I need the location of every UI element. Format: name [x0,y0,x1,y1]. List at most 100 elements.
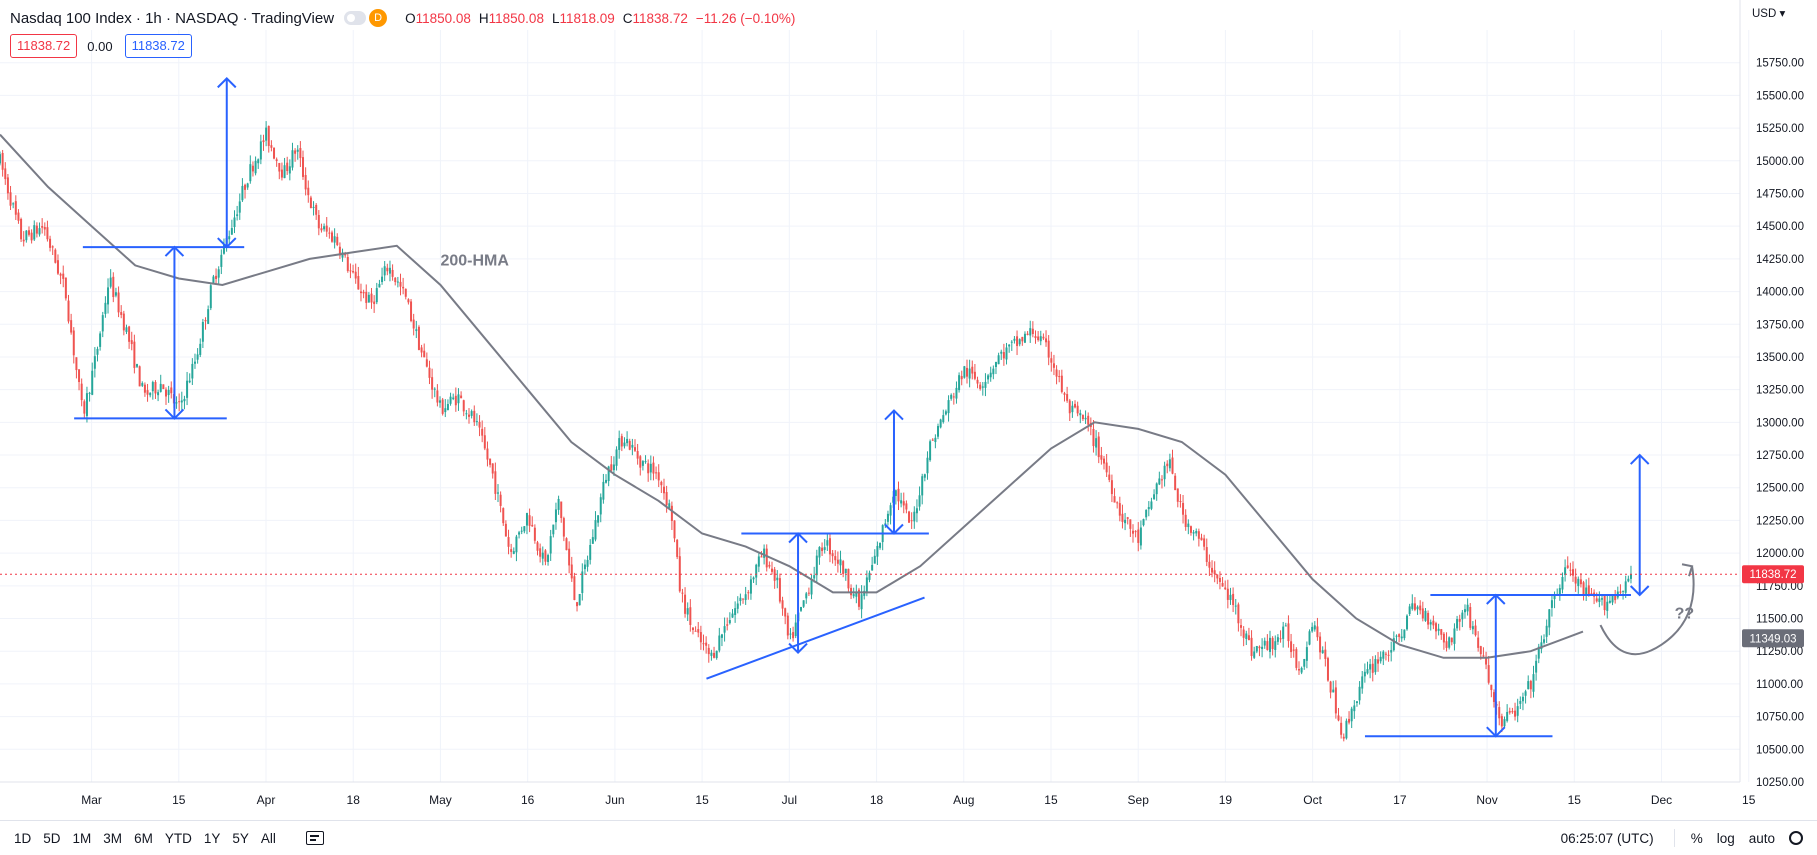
candle-body [475,421,478,423]
gear-icon[interactable] [1789,831,1803,845]
candle-body [1448,637,1451,648]
candle-body [170,387,173,394]
candle-body [1598,598,1601,602]
candle-body [1392,638,1395,651]
candle-body [937,426,940,437]
candle-body [1387,654,1390,656]
candle-body [362,291,365,294]
candle-body [807,592,810,594]
candle-body [1361,676,1364,689]
candle-body [30,232,33,241]
candle-body [1147,507,1150,510]
last-price-label: 11838.72 [1749,569,1796,581]
candle-body [1490,684,1493,691]
toggle-switch[interactable] [344,11,367,25]
candle-body [828,538,831,555]
utc-clock[interactable]: 06:25:07 (UTC) [1560,830,1654,846]
trend-line [706,596,925,680]
candle-body [568,548,571,566]
candle-body [125,327,128,332]
candle-body [204,320,207,322]
candle-body [1469,607,1472,628]
candle-body [1316,626,1319,638]
candle-body [955,387,958,399]
candle-body [915,508,918,514]
candle-body [191,363,194,379]
candle-body [502,508,505,524]
candle-body [678,556,681,592]
range-ytd[interactable]: YTD [164,830,192,846]
candle-body [1500,716,1503,727]
auto-toggle[interactable]: auto [1748,830,1775,846]
currency-selector[interactable]: USD ▾ [1752,6,1785,20]
candle-body [715,650,718,659]
candle-body [684,594,687,614]
candle-body [1100,455,1103,460]
sell-price-button[interactable]: 11838.72 [10,34,78,58]
candle-body [1124,519,1127,524]
currency-label: USD [1752,8,1777,20]
candle-body [1471,626,1474,630]
candle-body [752,577,755,580]
candle-body [873,555,876,564]
range-3m[interactable]: 3M [103,830,123,846]
candle-body [728,620,731,624]
candle-body [1021,336,1024,342]
candle-body [20,218,23,240]
candle-body [1585,587,1588,596]
candle-body [207,309,210,324]
candle-body [1026,333,1029,335]
range-5d[interactable]: 5D [43,830,61,846]
candle-body [834,556,837,561]
candle-body [699,632,702,643]
candle-body [552,524,555,535]
symbol-title[interactable]: Nasdaq 100 Index · 1h · NASDAQ · Trading… [10,9,335,27]
candle-body [378,283,381,288]
candle-body [1063,393,1066,395]
candle-body [1116,502,1119,504]
candle-body [1466,604,1469,612]
candle-body [1371,663,1374,673]
candle-body [386,267,389,272]
candle-body [615,449,618,466]
price-tick-label: 11250.00 [1756,646,1803,658]
range-6m[interactable]: 6M [134,830,153,846]
percent-toggle[interactable]: % [1690,830,1703,846]
range-1d[interactable]: 1D [14,830,32,846]
candle-body [1348,718,1351,723]
candle-body [1018,339,1021,345]
price-tick-label: 15250.00 [1756,123,1804,135]
candle-body [1492,692,1495,702]
candle-body [1595,598,1598,602]
candle-body [162,384,165,390]
candle-body [1237,604,1240,624]
range-all[interactable]: All [260,830,276,846]
time-tick-label: Nov [1476,793,1497,807]
interval-badge[interactable]: D [369,9,388,27]
range-1m[interactable]: 1M [72,830,92,846]
time-tick-label: Aug [953,793,974,807]
candle-body [573,576,576,600]
buy-price-button[interactable]: 11838.72 [124,34,192,58]
candle-body [939,419,942,428]
log-toggle[interactable]: log [1716,830,1735,846]
range-5y[interactable]: 5Y [232,830,249,846]
candle-body [25,230,28,241]
candle-body [1321,650,1324,654]
price-tick-label: 12250.00 [1756,515,1804,527]
time-tick-label: May [429,793,452,807]
range-1y[interactable]: 1Y [203,830,221,846]
candle-body [1110,480,1113,495]
candle-body [586,559,589,567]
candle-body [1582,582,1585,596]
time-tick-label: 15 [172,793,186,807]
candle-body [992,368,995,375]
candle-body [813,575,816,579]
candle-body [1155,483,1158,495]
candle-body [1263,640,1266,646]
candle-body [1300,667,1303,673]
candle-body [657,472,660,481]
calendar-goto-icon[interactable] [305,831,324,845]
candle-body [776,577,779,581]
